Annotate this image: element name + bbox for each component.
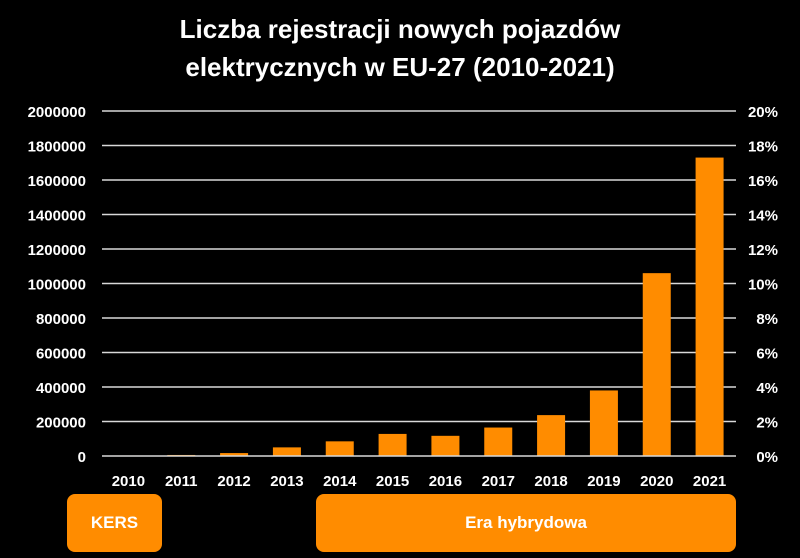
chart-title-line-1: Liczba rejestracji nowych pojazdów (179, 14, 621, 44)
x-tick-label: 2010 (112, 473, 145, 490)
y-tick-label: 2000000 (28, 104, 86, 121)
era-kers-box: KERS (67, 494, 162, 552)
chart-title-line-2: elektrycznych w EU-27 (2010-2021) (185, 52, 615, 82)
y-tick-label: 400000 (36, 380, 86, 397)
bar (272, 447, 301, 456)
x-tick-label: 2013 (270, 473, 303, 490)
y2-tick-label: 20% (748, 104, 778, 121)
y2-tick-label: 12% (748, 242, 778, 259)
bar-chart: 0 0% 200000 2% 400000 4% 600000 6% 800000 8% 10000… (28, 104, 778, 490)
tick-labels: 0 0% 200000 2% 400000 4% 600000 6% 800000 8% 10000… (28, 104, 778, 490)
y2-tick-label: 0% (756, 449, 778, 466)
y2-tick-label: 4% (756, 380, 778, 397)
bar (642, 273, 671, 456)
y-tick-label: 1800000 (28, 139, 86, 156)
bar (220, 453, 249, 456)
chart-title: Liczba rejestracji nowych pojazdów elekt… (100, 10, 700, 86)
x-tick-label: 2016 (429, 473, 462, 490)
y-tick-label: 200000 (36, 415, 86, 432)
y-tick-label: 800000 (36, 311, 86, 328)
bar (484, 427, 513, 456)
x-tick-label: 2021 (693, 473, 726, 490)
y2-tick-label: 6% (756, 346, 778, 363)
bar (431, 435, 460, 456)
bar (537, 415, 566, 456)
y2-tick-label: 10% (748, 277, 778, 294)
y2-tick-label: 8% (756, 311, 778, 328)
x-tick-label: 2019 (587, 473, 620, 490)
bar (695, 157, 724, 456)
x-tick-label: 2014 (323, 473, 357, 490)
y-tick-label: 600000 (36, 346, 86, 363)
era-hybrid-label: Era hybrydowa (465, 513, 587, 532)
y2-tick-label: 2% (756, 415, 778, 432)
y-tick-label: 1200000 (28, 242, 86, 259)
x-tick-label: 2011 (165, 473, 198, 490)
x-tick-label: 2020 (640, 473, 673, 490)
bars (114, 157, 724, 456)
bar (378, 433, 407, 456)
x-tick-label: 2012 (217, 473, 250, 490)
y2-tick-label: 18% (748, 139, 778, 156)
bar (589, 390, 618, 456)
gridlines (102, 110, 736, 423)
y2-tick-label: 14% (748, 208, 778, 225)
y2-tick-label: 16% (748, 173, 778, 190)
y-tick-label: 1400000 (28, 208, 86, 225)
y-tick-label: 0 (78, 449, 86, 466)
x-tick-label: 2015 (376, 473, 409, 490)
y-tick-label: 1000000 (28, 277, 86, 294)
y-tick-label: 1600000 (28, 173, 86, 190)
era-hybrid-box: Era hybrydowa (316, 494, 736, 552)
era-kers-label: KERS (90, 513, 139, 532)
x-tick-label: 2017 (482, 473, 515, 490)
bar (325, 441, 354, 456)
x-tick-label: 2018 (534, 473, 567, 490)
